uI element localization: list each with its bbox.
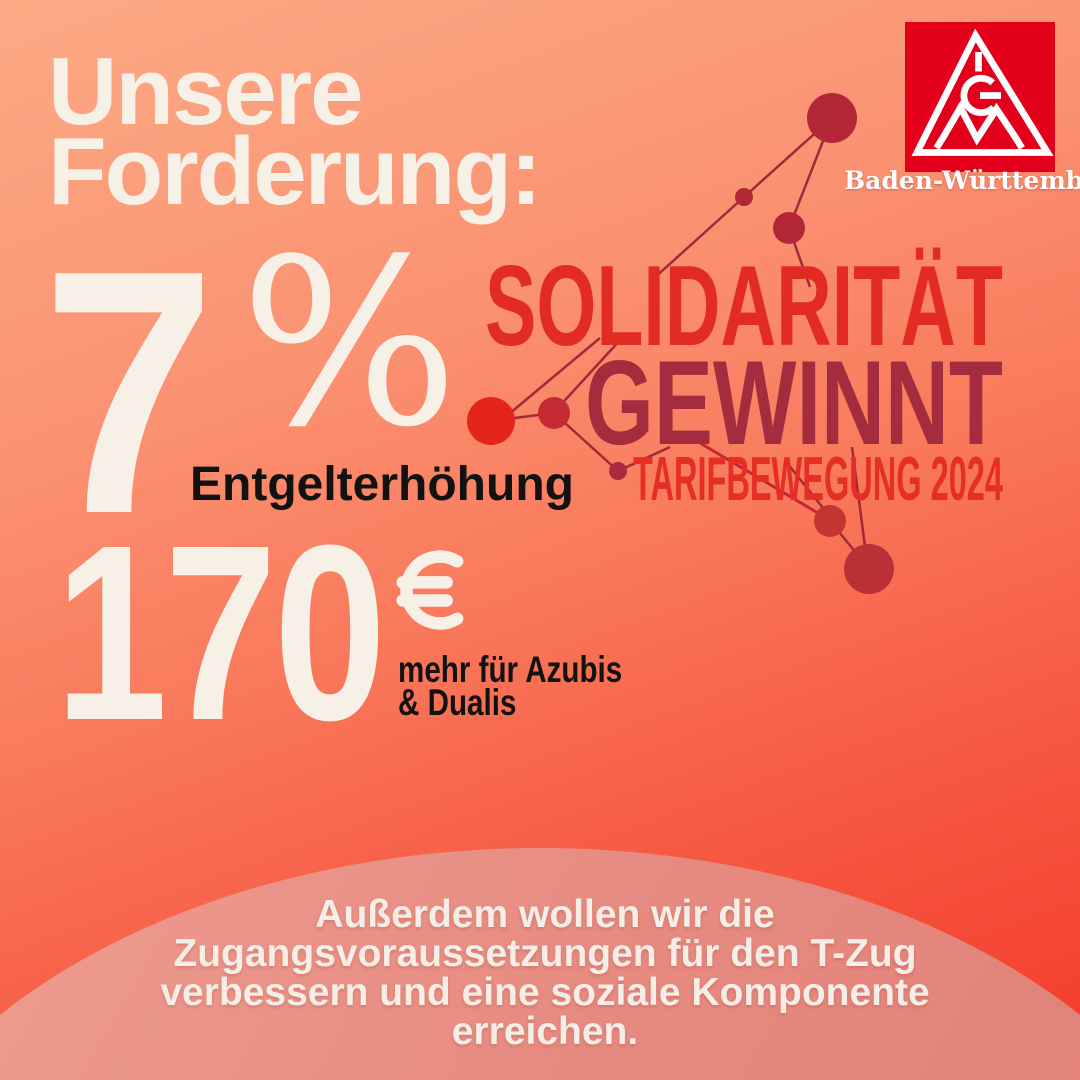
campaign-subtitle: TARIFBEWEGUNG 2024 — [633, 445, 1003, 514]
euro-sign-icon — [396, 550, 464, 630]
percent-sign: % — [240, 211, 459, 478]
network-dot — [807, 93, 857, 143]
network-dot — [844, 544, 894, 594]
euro-demand-label-line1: mehr für Azubis — [398, 649, 623, 690]
igm-logo — [905, 22, 1055, 172]
footer-text: Außerdem wollen wir die Zugangsvorausset… — [160, 893, 930, 1053]
network-dot — [735, 188, 753, 206]
percent-demand-label: Entgelterhöhung — [190, 458, 574, 511]
campaign-slogan: SOLIDARITÄT GEWINNT TARIFBEWEGUNG 2024 — [485, 243, 1003, 514]
euro-demand-value: 170 — [55, 493, 386, 772]
region-label: Baden-Württemberg — [844, 166, 1080, 195]
percent-demand-value: 7 — [42, 198, 216, 586]
igm-monogram-icon — [911, 28, 1054, 156]
slogan-line1: SOLIDARITÄT — [485, 243, 1003, 370]
slogan-line2: GEWINNT — [585, 336, 1003, 470]
headline-line2: Forderung: — [48, 118, 542, 225]
page-title: Unsere Forderung: — [48, 38, 542, 225]
euro-demand-label-line2: & Dualis — [398, 682, 517, 723]
euro-demand-label: mehr für Azubis & Dualis — [398, 649, 623, 723]
headline-line1: Unsere — [48, 38, 363, 145]
network-dot — [773, 212, 805, 244]
